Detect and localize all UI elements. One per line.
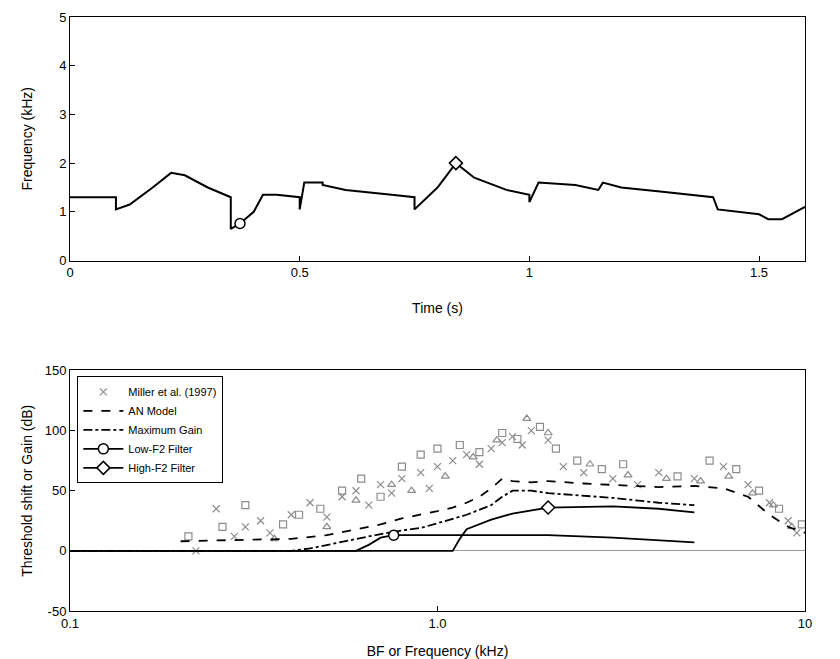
svg-text:1: 1 — [59, 204, 66, 219]
svg-text:1.5: 1.5 — [750, 265, 768, 280]
svg-text:BF or Frequency (kHz): BF or Frequency (kHz) — [367, 643, 509, 659]
svg-text:10: 10 — [798, 616, 812, 631]
svg-text:5: 5 — [59, 10, 66, 25]
svg-text:0.5: 0.5 — [291, 265, 309, 280]
svg-text:0: 0 — [66, 265, 73, 280]
svg-text:Low-F2 Filter: Low-F2 Filter — [128, 443, 193, 455]
svg-text:Miller et al. (1997): Miller et al. (1997) — [128, 386, 216, 398]
svg-text:Frequency (kHz): Frequency (kHz) — [19, 87, 35, 190]
svg-text:0: 0 — [59, 253, 66, 268]
svg-text:High-F2 Filter: High-F2 Filter — [128, 462, 195, 474]
svg-text:2: 2 — [59, 156, 66, 171]
svg-text:Threshold shift or Gain (dB): Threshold shift or Gain (dB) — [19, 405, 35, 577]
svg-text:-50: -50 — [48, 604, 67, 619]
svg-text:Maximum Gain: Maximum Gain — [128, 424, 202, 436]
svg-text:100: 100 — [45, 423, 67, 438]
svg-text:Time (s): Time (s) — [412, 300, 463, 316]
svg-text:1.0: 1.0 — [428, 616, 446, 631]
svg-text:150: 150 — [45, 363, 67, 378]
svg-text:0.1: 0.1 — [61, 616, 79, 631]
svg-text:3: 3 — [59, 107, 66, 122]
svg-text:AN Model: AN Model — [128, 405, 176, 417]
svg-text:0: 0 — [59, 543, 66, 558]
svg-text:1: 1 — [526, 265, 533, 280]
svg-text:50: 50 — [52, 483, 66, 498]
svg-text:4: 4 — [59, 58, 66, 73]
